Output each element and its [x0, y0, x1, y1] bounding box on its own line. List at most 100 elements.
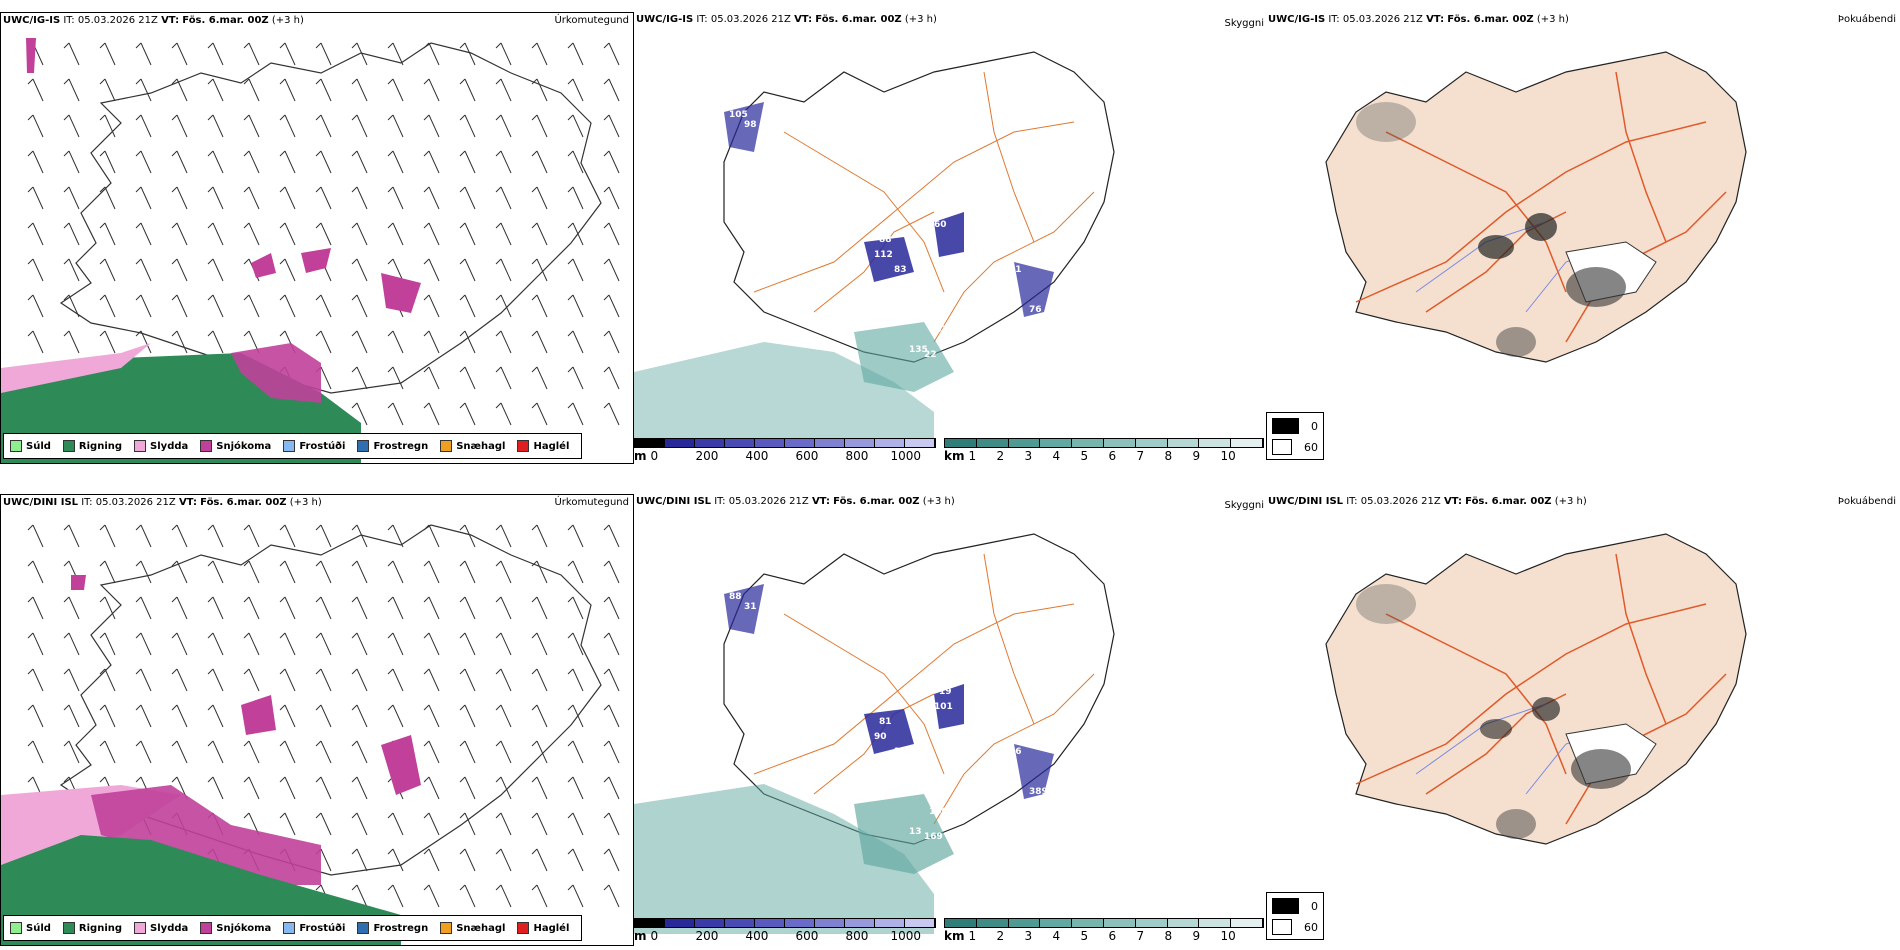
wind-barb — [243, 78, 260, 102]
wind-barb — [495, 524, 512, 548]
wind-barb — [459, 632, 476, 656]
wind-barb — [567, 668, 584, 692]
wind-barb — [567, 330, 584, 354]
snow-depth-label: 98 — [744, 120, 757, 130]
wind-barb — [207, 524, 224, 548]
snowdepth-area — [864, 237, 914, 282]
wind-barb — [243, 776, 260, 800]
wind-barb — [279, 776, 296, 800]
wind-barb — [459, 294, 476, 318]
wind-barb — [243, 114, 260, 138]
wind-barb — [351, 704, 368, 728]
wind-barb — [279, 668, 296, 692]
visibility-panel-1: 105 98 88 112 60 86 83 47 81 76 113 142 135 22 UWC/IG… — [634, 12, 1266, 462]
snow-patch — [71, 575, 86, 590]
wind-barb — [495, 186, 512, 210]
wind-barb — [603, 632, 620, 656]
snowdepth-colorbar-2: m 0 200 400 600 800 1000 — [634, 918, 936, 948]
wind-barb — [459, 402, 476, 426]
snow-depth-label: 86 — [939, 205, 952, 215]
wind-barb — [243, 632, 260, 656]
wind-barb — [351, 42, 368, 66]
wind-barb — [351, 776, 368, 800]
snow-depth-label: 46 — [1009, 747, 1022, 757]
wind-barb — [135, 258, 152, 282]
iceland-land — [1325, 533, 1747, 845]
fog-legend-2: 0 60 — [1266, 892, 1324, 940]
wind-barb — [423, 596, 440, 620]
wind-barb — [423, 222, 440, 246]
wind-barb — [99, 42, 116, 66]
snow-depth-label: 22 — [924, 350, 937, 360]
wind-barb — [459, 740, 476, 764]
wind-barb — [135, 632, 152, 656]
wind-barb — [423, 812, 440, 836]
wind-barb — [603, 366, 620, 390]
wind-barb — [243, 740, 260, 764]
wind-barb — [531, 330, 548, 354]
wind-barb — [387, 632, 404, 656]
panel-title: Úrkomutegund — [554, 15, 629, 26]
wind-barb — [315, 294, 332, 318]
wind-barb — [567, 222, 584, 246]
wind-barb — [171, 150, 188, 174]
panel-header: UWC/DINI ISL IT: 05.03.2026 21Z VT: Fös.… — [636, 496, 955, 507]
wind-barb — [495, 848, 512, 872]
wind-barb — [315, 42, 332, 66]
wind-barb — [567, 78, 584, 102]
wind-barb — [351, 596, 368, 620]
precip-map-1 — [1, 38, 620, 463]
wind-barb — [603, 258, 620, 282]
wind-barb — [459, 78, 476, 102]
wind-barb — [459, 366, 476, 390]
wind-barb — [63, 258, 80, 282]
panel-title: Úrkomutegund — [554, 497, 629, 508]
snow-depth-label: 112 — [874, 250, 893, 260]
wind-barb — [459, 668, 476, 692]
wind-barb — [351, 222, 368, 246]
wind-barb — [279, 740, 296, 764]
wind-barb — [459, 150, 476, 174]
snow-depth-label: 135 — [909, 345, 928, 355]
wind-barb — [531, 294, 548, 318]
wind-barb — [567, 366, 584, 390]
wind-barb — [603, 186, 620, 210]
wind-barb — [567, 848, 584, 872]
wind-barb — [207, 776, 224, 800]
wind-barb — [243, 42, 260, 66]
snow-depth-label: 19 — [939, 687, 952, 697]
fog-map-1 — [1325, 51, 1747, 363]
panel-header: UWC/DINI ISL IT: 05.03.2026 21Z VT: Fös.… — [3, 497, 322, 508]
wind-barb — [27, 740, 44, 764]
panel-header: UWC/IG-IS IT: 05.03.2026 21Z VT: Fös. 6.… — [636, 14, 937, 25]
wind-barb — [207, 258, 224, 282]
wind-barb — [567, 632, 584, 656]
wind-barb — [99, 668, 116, 692]
wind-barb — [99, 78, 116, 102]
wind-barb — [495, 560, 512, 584]
wind-barb — [135, 222, 152, 246]
low-vis-area — [854, 794, 954, 874]
wind-barb — [135, 524, 152, 548]
wind-barb — [351, 294, 368, 318]
snowdepth-area — [934, 212, 964, 257]
wind-barb — [459, 222, 476, 246]
wind-barb — [279, 704, 296, 728]
wind-barb — [603, 222, 620, 246]
wind-barb — [495, 740, 512, 764]
low-vis-area — [854, 322, 954, 392]
wind-barb — [495, 632, 512, 656]
wind-barb — [279, 524, 296, 548]
visibility-colorbar-1: km 1 2 3 4 5 6 7 8 9 10 — [944, 438, 1264, 468]
wind-barb — [387, 524, 404, 548]
wind-barb — [495, 402, 512, 426]
wind-barb — [171, 258, 188, 282]
wind-barb — [63, 42, 80, 66]
wind-barb — [387, 366, 404, 390]
snow-depth-label: 47 — [994, 235, 1007, 245]
wind-barb — [567, 42, 584, 66]
wind-barb — [387, 150, 404, 174]
wind-barb — [567, 524, 584, 548]
wind-barb — [567, 812, 584, 836]
snow-depth-label: 136 — [929, 807, 948, 817]
